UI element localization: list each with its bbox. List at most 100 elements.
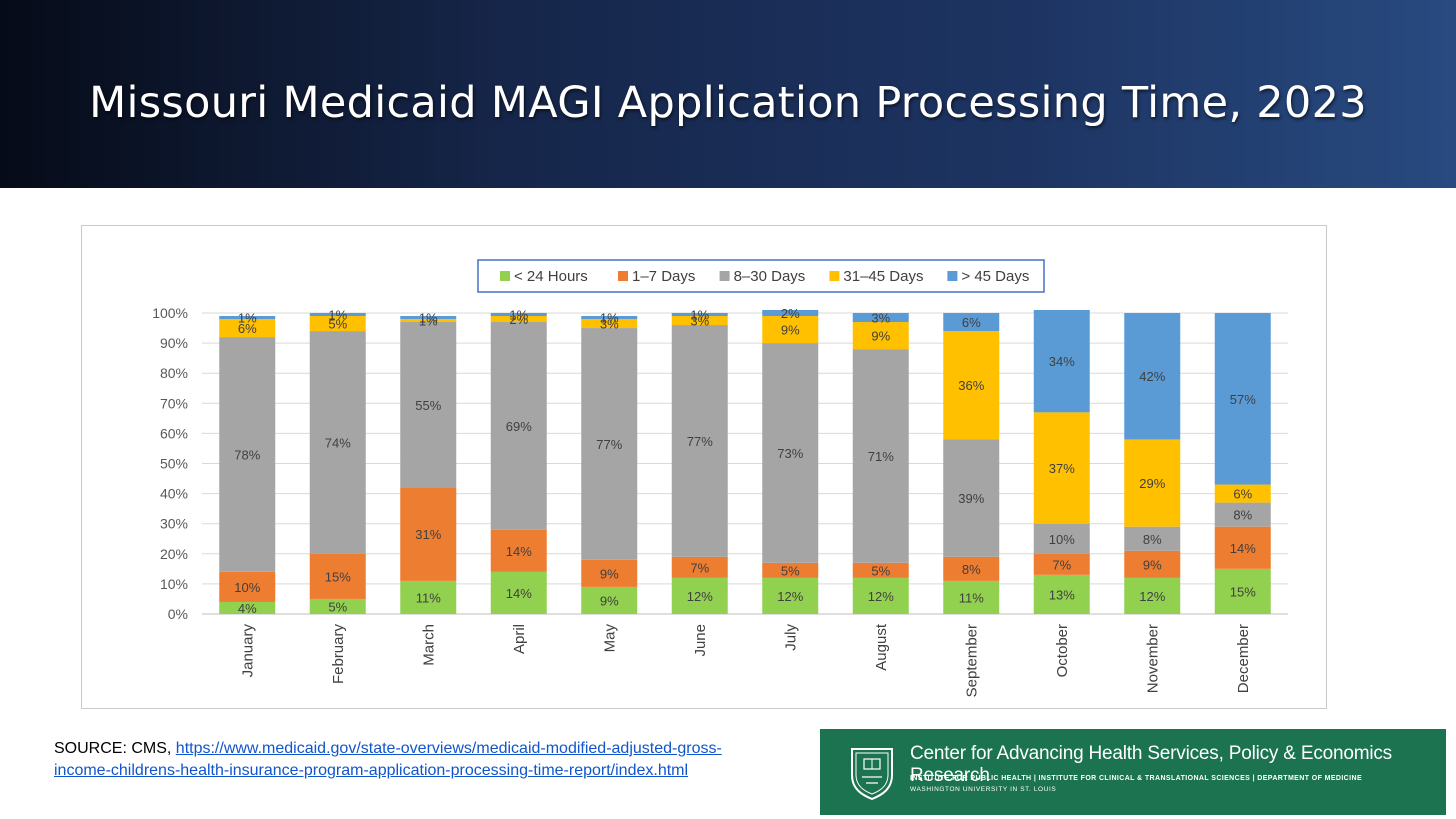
bar-segment [309, 316, 366, 332]
center-logo: Center for Advancing Health Services, Po… [820, 729, 1446, 815]
y-tick-label: 50% [160, 456, 188, 472]
data-label: 73% [777, 446, 803, 461]
data-label: 3% [600, 317, 619, 332]
data-label: 10% [1049, 532, 1075, 547]
data-label: 8% [1143, 532, 1162, 547]
slide-title: Missouri Medicaid MAGI Application Proce… [89, 78, 1367, 128]
data-label: 5% [328, 599, 347, 614]
bar-segment [1214, 484, 1271, 503]
bar-segment [1033, 574, 1090, 614]
bar-segment [309, 313, 366, 317]
bar-segment [1214, 313, 1271, 485]
bar-segment [490, 571, 547, 614]
data-label: 5% [328, 317, 347, 332]
bar-segment [1033, 523, 1090, 554]
data-label: 11% [416, 590, 441, 605]
y-tick-label: 40% [160, 486, 188, 502]
data-label: 12% [868, 589, 894, 604]
x-tick-label: January [239, 624, 256, 678]
data-label: 31% [415, 527, 441, 542]
data-label: 39% [958, 491, 984, 506]
bar-segment [671, 577, 728, 614]
data-label: 55% [415, 398, 441, 413]
data-label: 1% [690, 308, 709, 323]
legend-entry: 1–7 Days [632, 268, 695, 285]
data-label: 9% [871, 329, 890, 344]
data-label: 71% [868, 449, 894, 464]
bar-segment [1033, 309, 1090, 413]
university-name: WASHINGTON UNIVERSITY IN ST. LOUIS [910, 786, 1057, 793]
bar-segment [943, 580, 1000, 614]
data-label: 7% [690, 560, 709, 575]
data-label: 7% [1052, 557, 1071, 572]
data-label: 77% [687, 434, 713, 449]
bar-segment [219, 601, 276, 614]
data-label: 9% [781, 323, 800, 338]
bar-segment [490, 313, 547, 317]
x-tick-label: February [330, 624, 347, 685]
bar-segment [219, 319, 276, 338]
center-name: Center for Advancing Health Services, Po… [910, 743, 1392, 786]
data-label: 9% [600, 593, 619, 608]
bar-segment [581, 328, 638, 560]
data-label: 1% [238, 311, 257, 326]
x-tick-label: May [601, 624, 618, 653]
bar-segment [943, 313, 1000, 332]
x-tick-label: October [1054, 624, 1071, 677]
x-tick-label: July [782, 624, 799, 651]
bar-segment [309, 598, 366, 614]
bar-segment [671, 556, 728, 578]
data-label: 5% [781, 563, 800, 578]
bar-segment [309, 331, 366, 554]
y-tick-label: 20% [160, 546, 188, 562]
source-link-line2[interactable]: income-childrens-health-insurance-progra… [54, 762, 689, 779]
data-label: 10% [234, 580, 260, 595]
data-label: 1% [509, 308, 528, 323]
bar-segment [490, 529, 547, 572]
data-label: 14% [506, 586, 532, 601]
data-label: 34% [1049, 354, 1075, 369]
bar-segment [400, 322, 457, 488]
source-note: SOURCE: CMS, https://www.medicaid.gov/st… [54, 738, 794, 782]
data-label: 12% [777, 589, 803, 604]
bar-segment [309, 553, 366, 599]
source-link-line1[interactable]: https://www.medicaid.gov/state-overviews… [175, 740, 722, 757]
data-label: 6% [1233, 487, 1252, 502]
bar-segment [1214, 568, 1271, 614]
x-tick-label: June [692, 624, 709, 657]
bar-segment [1033, 553, 1090, 575]
legend-swatch [719, 271, 730, 281]
bar-segment [1124, 577, 1181, 614]
x-tick-label: September [963, 624, 980, 697]
data-label: 1% [600, 311, 619, 326]
bar-segment [852, 322, 909, 350]
x-tick-label: March [420, 624, 437, 666]
bar-segment [671, 325, 728, 557]
data-label: 6% [962, 315, 981, 330]
data-label: 13% [1049, 587, 1075, 602]
y-tick-label: 70% [160, 395, 188, 411]
bar-segment [1124, 313, 1181, 440]
data-label: 6% [238, 321, 257, 336]
bar-segment [400, 319, 457, 323]
data-label: 8% [1233, 508, 1252, 523]
y-tick-label: 30% [160, 516, 188, 532]
bar-segment [490, 316, 547, 323]
y-tick-label: 90% [160, 335, 188, 351]
source-prefix: SOURCE: CMS, [54, 740, 176, 757]
y-tick-label: 80% [160, 365, 188, 381]
data-label: 3% [871, 311, 890, 326]
bar-segment [852, 349, 909, 563]
data-label: 14% [1230, 541, 1256, 556]
bar-segment [490, 322, 547, 530]
legend-swatch [618, 271, 628, 281]
bar-segment [400, 487, 457, 581]
data-label: 15% [325, 569, 351, 584]
data-label: 57% [1230, 392, 1256, 407]
x-tick-label: April [511, 624, 528, 654]
bar-segment [581, 586, 638, 614]
bar-segment [219, 571, 276, 602]
data-label: 12% [687, 589, 713, 604]
bar-segment [1124, 550, 1181, 578]
data-label: 74% [325, 435, 351, 450]
